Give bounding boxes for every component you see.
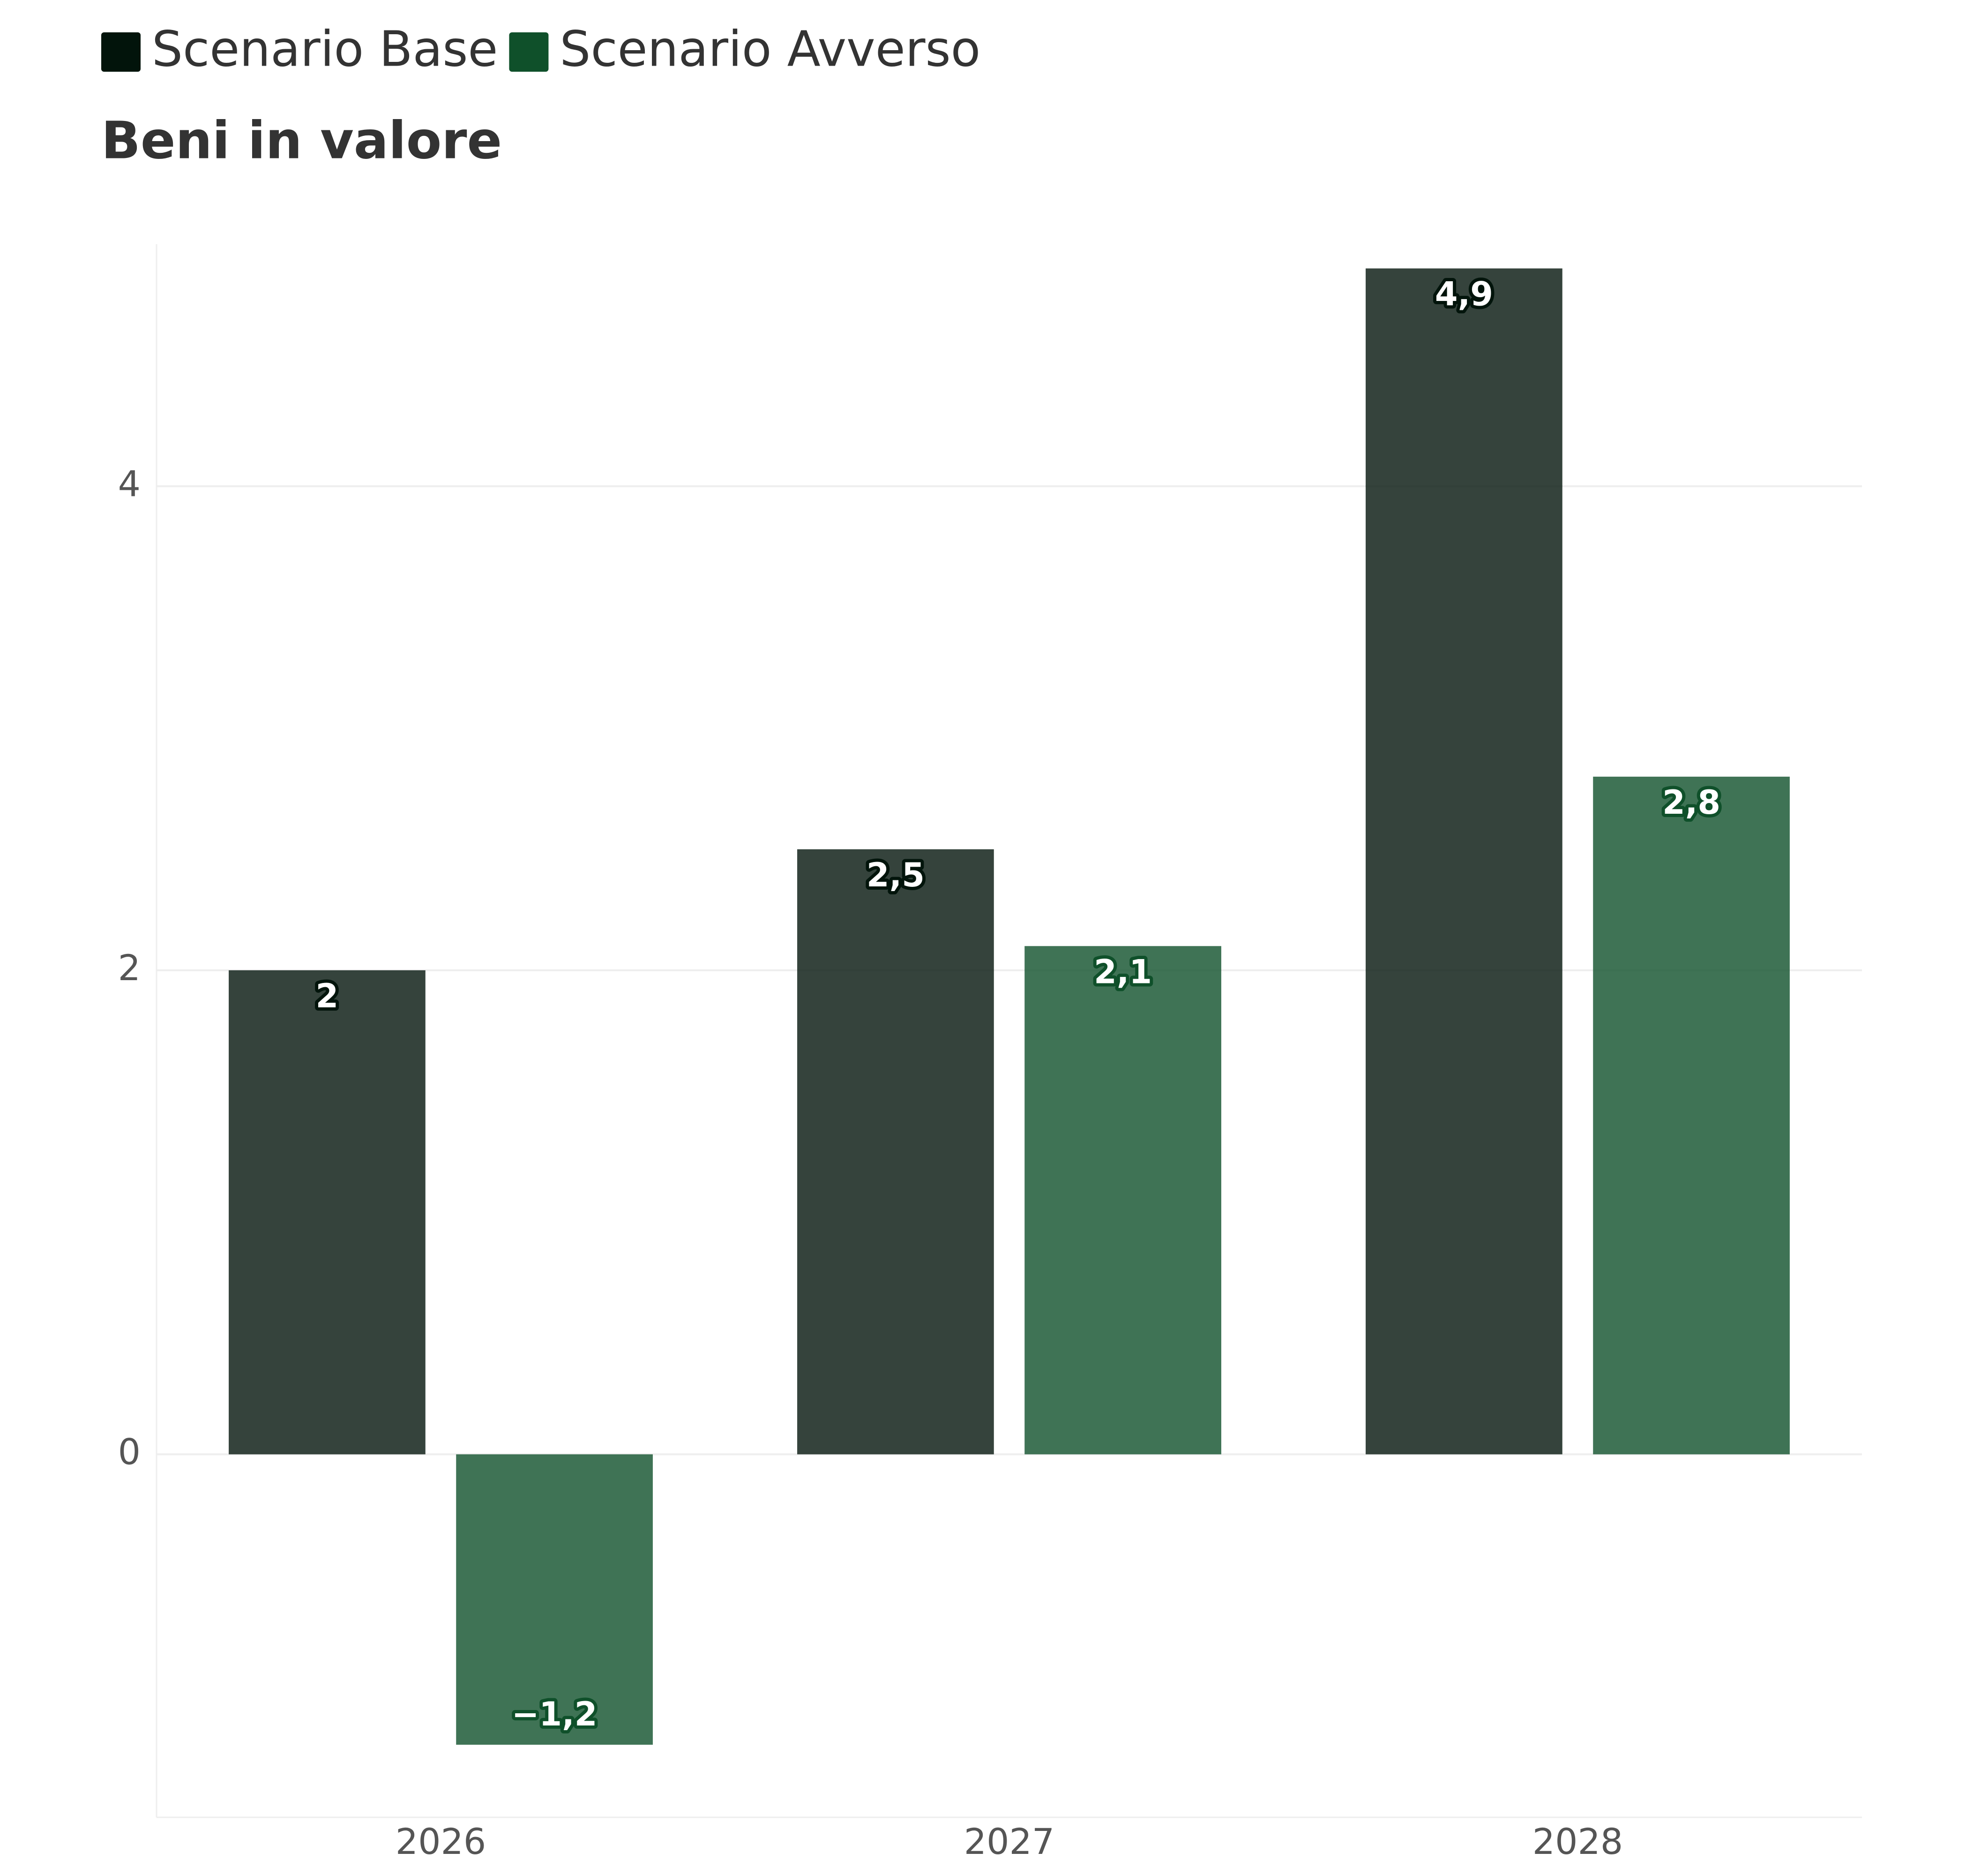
bar [1593,776,1790,1455]
y-tick-label: 4 [118,463,141,504]
bar [1366,268,1562,1455]
legend-swatch [509,32,549,72]
value-label: 4,9 [1435,275,1493,314]
legend-label: Scenario Base [152,20,498,77]
legend-label: Scenario Avverso [560,20,980,77]
x-tick-label: 2028 [1532,1821,1623,1862]
x-tick-label: 2027 [964,1821,1054,1862]
y-tick-label: 2 [118,947,141,989]
y-tick-label: 0 [118,1431,141,1473]
bar [1024,946,1221,1455]
value-label: −1,2 [512,1695,598,1733]
x-tick-label: 2026 [396,1821,486,1862]
legend-swatch [101,32,141,72]
value-label: 2,1 [1094,952,1152,991]
bar [229,970,426,1455]
bar [456,1454,653,1745]
value-label: 2,5 [867,856,925,894]
bar [797,849,994,1455]
value-label: 2 [316,977,339,1015]
chart-title: Beni in valore [101,110,502,170]
value-label: 2,8 [1662,783,1720,822]
